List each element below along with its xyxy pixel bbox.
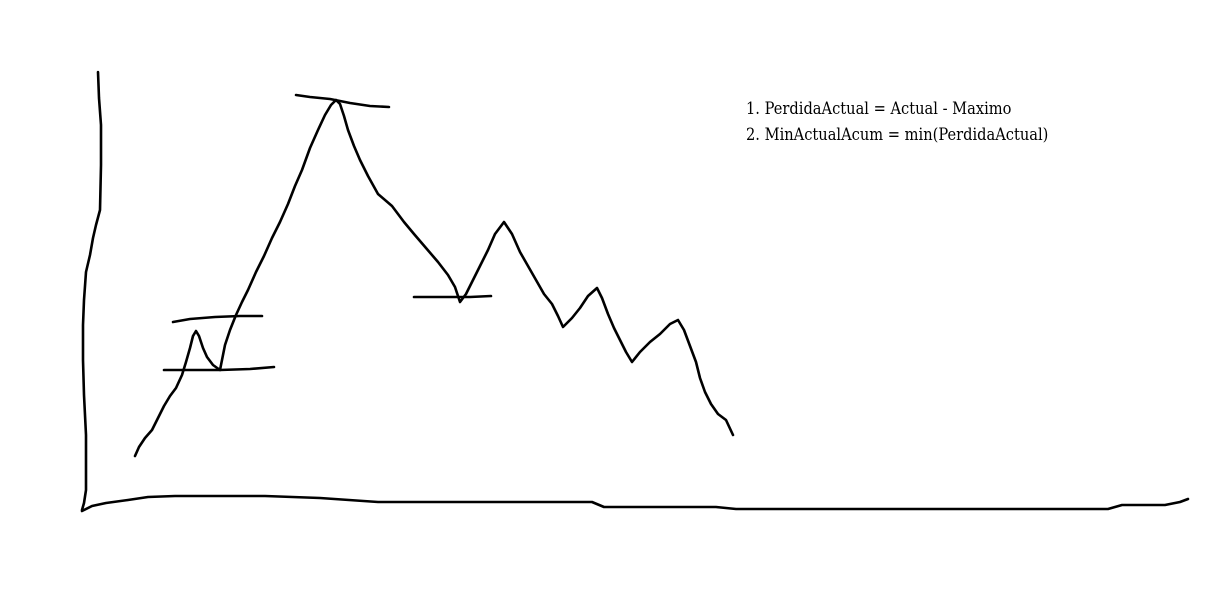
max-marker	[294, 93, 391, 109]
x-axis	[80, 494, 1190, 513]
formula-annotations: 1. PerdidaActual = Actual - Maximo 2. Mi…	[746, 96, 1048, 148]
peak-marker-small	[171, 314, 264, 324]
formula-min-actual-acum: 2. MinActualAcum = min(PerdidaActual)	[746, 125, 1049, 145]
trough-marker-small	[162, 365, 276, 372]
y-axis	[80, 70, 103, 512]
trough-marker-middle	[412, 294, 493, 299]
price-curve	[133, 98, 735, 458]
formula-perdida-actual: 1. PerdidaActual = Actual - Maximo	[746, 99, 1012, 119]
